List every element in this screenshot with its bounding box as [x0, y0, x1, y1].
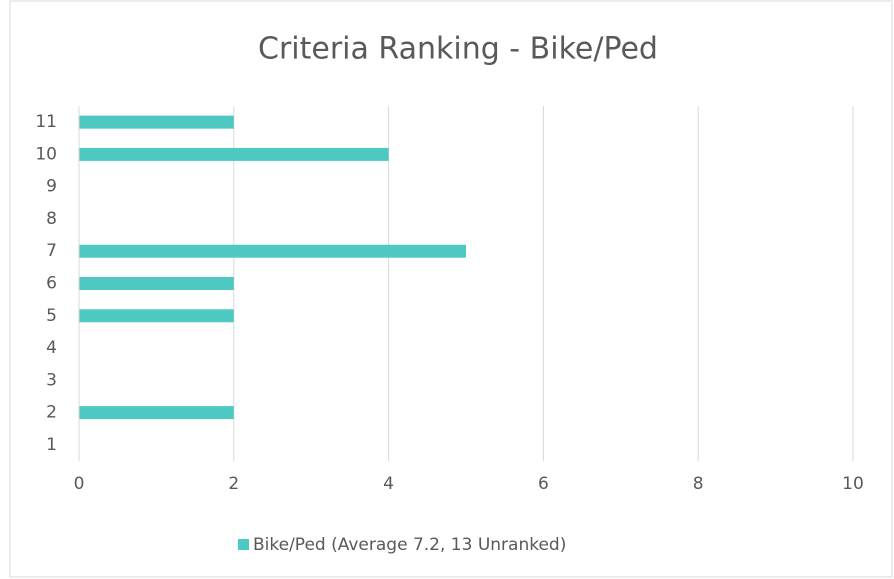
y-tick-label: 3 — [46, 370, 57, 390]
bar — [79, 147, 389, 161]
bar — [79, 406, 234, 420]
y-tick-label: 5 — [46, 306, 57, 326]
x-tick-label: 4 — [383, 474, 394, 494]
y-tick-label: 8 — [46, 209, 57, 229]
legend-label: Bike/Ped (Average 7.2, 13 Unranked) — [253, 535, 566, 555]
y-tick-label: 2 — [46, 403, 57, 423]
x-tick-label: 2 — [228, 474, 239, 494]
legend-swatch — [238, 539, 249, 550]
x-tick-label: 8 — [693, 474, 704, 494]
bar — [79, 115, 234, 129]
bar — [79, 277, 234, 290]
x-tick-label: 0 — [74, 474, 85, 494]
y-tick-label: 9 — [46, 177, 57, 197]
bar — [79, 309, 234, 323]
x-tick-label: 10 — [842, 474, 864, 494]
y-tick-label: 11 — [35, 112, 57, 132]
y-tick-label: 7 — [46, 241, 57, 261]
y-tick-label: 4 — [46, 338, 57, 358]
bar — [79, 244, 466, 258]
chart-title: Criteria Ranking - Bike/Ped — [258, 32, 658, 67]
x-tick-label: 6 — [538, 474, 549, 494]
y-tick-label: 6 — [46, 274, 57, 294]
y-tick-label: 10 — [35, 144, 57, 164]
y-tick-label: 1 — [46, 435, 57, 455]
